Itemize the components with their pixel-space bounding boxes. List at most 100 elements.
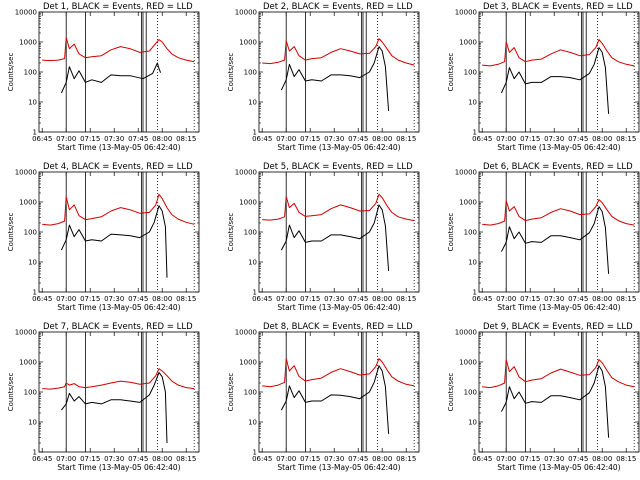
x-tick-label: 07:30	[324, 295, 344, 303]
x-axis-label: Start Time (13-May-05 06:42:40)	[497, 143, 620, 152]
y-tick-label: 10000	[15, 329, 37, 337]
x-tick-label: 06:45	[252, 455, 272, 463]
plot-frame	[478, 171, 640, 293]
x-tick-label: 07:30	[104, 135, 124, 143]
panel-title: Det 8, BLACK = Events, RED = LLD	[263, 322, 413, 332]
x-tick-label: 08:15	[176, 135, 196, 143]
panel-title: Det 9, BLACK = Events, RED = LLD	[483, 322, 633, 332]
x-tick-label: 07:15	[80, 295, 100, 303]
plot-frame	[258, 171, 420, 293]
series-lld	[42, 193, 195, 226]
y-axis-label: Counts/sec	[7, 53, 15, 92]
y-tick-label: 100	[24, 69, 37, 77]
series-lld	[42, 368, 195, 390]
y-axis-label: Counts/sec	[7, 373, 15, 412]
x-tick-label: 07:00	[496, 455, 516, 463]
x-tick-label: 08:00	[592, 295, 612, 303]
y-tick-label: 1000	[19, 199, 37, 207]
x-tick-label: 07:00	[276, 455, 296, 463]
x-tick-label: 07:45	[568, 135, 588, 143]
panel-title: Det 2, BLACK = Events, RED = LLD	[263, 2, 413, 12]
x-tick-label: 08:00	[152, 455, 172, 463]
y-tick-label: 1000	[239, 199, 257, 207]
x-tick-label: 06:45	[32, 455, 52, 463]
panel-det-8: Det 8, BLACK = Events, RED = LLD 1 10 100 10…	[227, 322, 420, 472]
x-tick-label: 06:45	[32, 135, 52, 143]
series-events	[500, 206, 610, 274]
x-axis-label: Start Time (13-May-05 06:42:40)	[277, 463, 400, 472]
x-tick-label: 07:15	[80, 455, 100, 463]
x-tick-label: 08:15	[616, 135, 636, 143]
x-tick-label: 07:45	[568, 295, 588, 303]
x-tick-label: 07:15	[520, 295, 540, 303]
y-tick-label: 100	[244, 69, 257, 77]
y-tick-label: 10	[28, 419, 37, 427]
plot-frame	[38, 171, 200, 293]
x-tick-label: 07:00	[276, 295, 296, 303]
y-tick-label: 10000	[235, 9, 257, 17]
panel-det-5: Det 5, BLACK = Events, RED = LLD 1 10 100 10…	[227, 162, 420, 312]
y-tick-label: 100	[24, 229, 37, 237]
y-tick-label: 10	[248, 419, 257, 427]
y-tick-label: 10000	[455, 169, 477, 177]
series-lld	[482, 359, 635, 389]
y-axis-label: Counts/sec	[447, 53, 455, 92]
x-tick-label: 07:45	[348, 295, 368, 303]
series-events	[280, 204, 390, 272]
panel-title: Det 4, BLACK = Events, RED = LLD	[43, 162, 193, 172]
series-events	[61, 371, 168, 444]
x-tick-label: 07:30	[324, 455, 344, 463]
x-tick-label: 08:00	[592, 135, 612, 143]
y-tick-label: 10	[468, 259, 477, 267]
y-tick-label: 10	[468, 99, 477, 107]
y-tick-label: 1	[253, 449, 257, 457]
x-axis-label: Start Time (13-May-05 06:42:40)	[497, 463, 620, 472]
y-tick-label: 1	[473, 289, 477, 297]
x-tick-label: 07:30	[544, 295, 564, 303]
y-tick-label: 10	[28, 259, 37, 267]
y-tick-label: 10000	[15, 9, 37, 17]
series-lld	[42, 37, 195, 63]
x-tick-label: 08:15	[396, 295, 416, 303]
x-tick-label: 06:45	[472, 295, 492, 303]
panel-det-9: Det 9, BLACK = Events, RED = LLD 1 10 100 10…	[447, 322, 640, 472]
x-tick-label: 06:45	[472, 455, 492, 463]
x-tick-label: 07:45	[128, 455, 148, 463]
y-axis-label: Counts/sec	[7, 213, 15, 252]
panel-title: Det 1, BLACK = Events, RED = LLD	[43, 2, 193, 12]
x-tick-label: 08:00	[372, 455, 392, 463]
y-tick-label: 10000	[455, 329, 477, 337]
x-tick-label: 08:15	[176, 295, 196, 303]
x-tick-label: 07:00	[56, 135, 76, 143]
x-axis-label: Start Time (13-May-05 06:42:40)	[57, 143, 180, 152]
y-tick-label: 1	[473, 129, 477, 137]
x-tick-label: 08:15	[396, 135, 416, 143]
y-axis-label: Counts/sec	[447, 213, 455, 252]
y-tick-label: 1	[33, 129, 37, 137]
panel-det-1: Det 1, BLACK = Events, RED = LLD 1 10 100 10…	[7, 2, 200, 152]
x-axis-label: Start Time (13-May-05 06:42:40)	[277, 143, 400, 152]
y-tick-label: 10000	[235, 169, 257, 177]
x-tick-label: 07:45	[128, 135, 148, 143]
y-tick-label: 1	[473, 449, 477, 457]
y-tick-label: 100	[244, 229, 257, 237]
x-tick-label: 07:45	[128, 295, 148, 303]
y-tick-label: 10	[468, 419, 477, 427]
y-tick-label: 10	[248, 259, 257, 267]
x-tick-label: 08:00	[592, 455, 612, 463]
y-tick-label: 1	[253, 289, 257, 297]
x-tick-label: 07:30	[544, 135, 564, 143]
plot-frame	[478, 331, 640, 453]
x-tick-label: 07:30	[324, 135, 344, 143]
y-tick-label: 1000	[239, 359, 257, 367]
panel-det-7: Det 7, BLACK = Events, RED = LLD 1 10 100 10…	[7, 322, 200, 472]
plot-frame	[478, 11, 640, 133]
plot-frame	[38, 11, 200, 133]
x-tick-label: 07:30	[104, 295, 124, 303]
y-tick-label: 1000	[19, 359, 37, 367]
x-tick-label: 08:00	[372, 135, 392, 143]
series-lld	[482, 199, 635, 226]
series-lld	[262, 193, 415, 222]
x-tick-label: 07:45	[348, 135, 368, 143]
y-tick-label: 100	[244, 389, 257, 397]
